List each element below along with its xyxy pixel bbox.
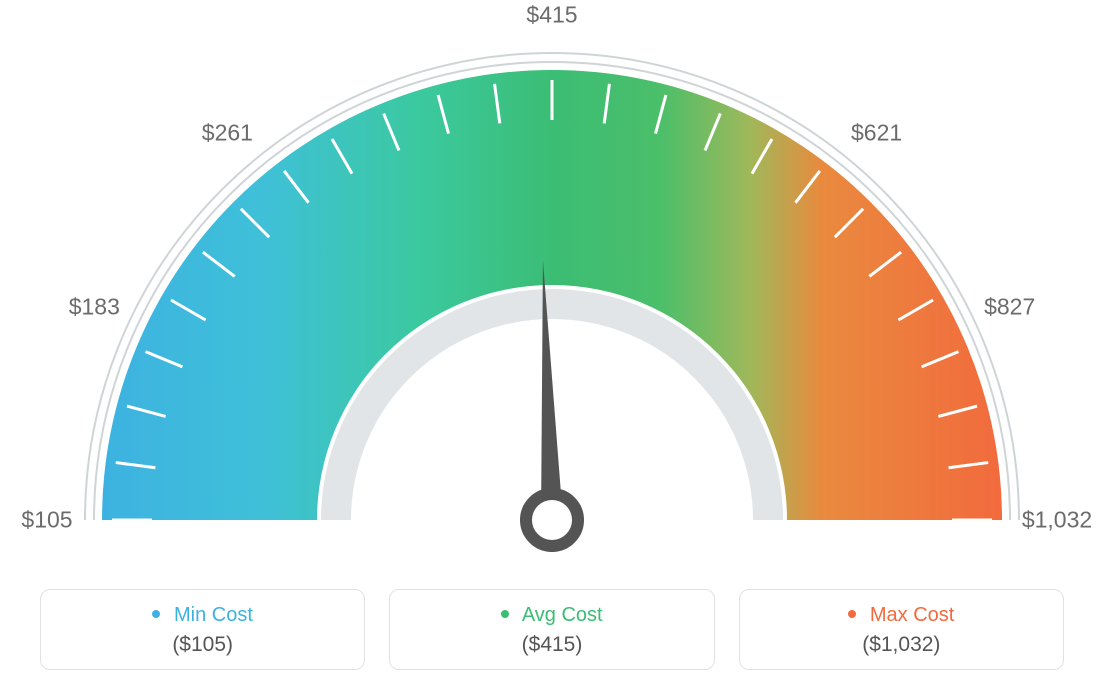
legend-card-max: Max Cost ($1,032) <box>739 589 1064 670</box>
gauge-tick-label: $415 <box>526 2 577 29</box>
legend-row: Min Cost ($105) Avg Cost ($415) Max Cost… <box>40 589 1064 670</box>
legend-dot-max <box>848 610 856 618</box>
legend-card-avg: Avg Cost ($415) <box>389 589 714 670</box>
legend-title-min: Min Cost <box>174 604 253 626</box>
legend-value-min: ($105) <box>53 633 352 657</box>
legend-title-max: Max Cost <box>870 604 954 626</box>
gauge-tick-label: $105 <box>21 507 72 534</box>
legend-title-avg: Avg Cost <box>522 604 603 626</box>
legend-value-avg: ($415) <box>402 633 701 657</box>
legend-dot-avg <box>501 610 509 618</box>
gauge-tick-label: $621 <box>851 120 902 147</box>
legend-card-min: Min Cost ($105) <box>40 589 365 670</box>
legend-dot-min <box>152 610 160 618</box>
gauge-tick-label: $183 <box>69 293 120 320</box>
gauge-tick-label: $827 <box>984 293 1035 320</box>
gauge-tick-label: $261 <box>202 120 253 147</box>
legend-value-max: ($1,032) <box>752 633 1051 657</box>
gauge-tick-label: $1,032 <box>1022 507 1092 534</box>
cost-gauge-chart: $105 $183 $261 $415 $621 $827 $1,032 <box>0 0 1104 572</box>
